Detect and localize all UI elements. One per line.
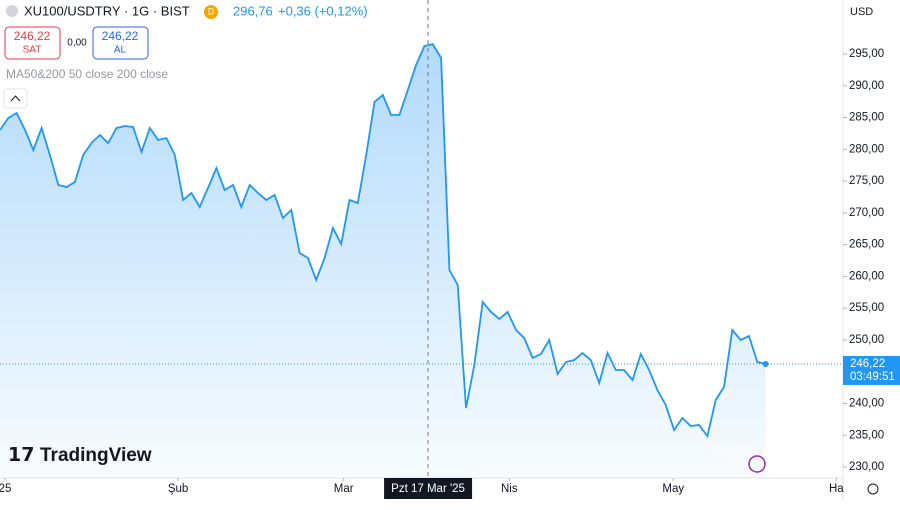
- last-point: [762, 360, 769, 367]
- indicator: MA50&200 50 close 200 close: [6, 67, 168, 81]
- collapse-icon: [10, 95, 21, 102]
- y-tick-label: 250,00: [849, 334, 884, 346]
- y-tick-label: 235,00: [849, 429, 884, 441]
- x-tick-label: May: [662, 483, 684, 495]
- countdown: 03:49:51: [850, 371, 895, 383]
- y-tick-label: 295,00: [849, 48, 884, 60]
- crosshair-label: Pzt 17 Mar '25: [391, 483, 465, 495]
- x-tick-label: Nis: [501, 483, 518, 495]
- settings-icon[interactable]: [867, 483, 879, 495]
- event-icon[interactable]: [748, 455, 766, 473]
- currency: USD: [850, 6, 873, 18]
- last-price-box: [843, 355, 900, 385]
- plot: [0, 0, 843, 478]
- y-tick-label: 260,00: [849, 270, 884, 282]
- y-tick-label: 285,00: [849, 112, 884, 124]
- badge: D: [208, 6, 215, 16]
- symbol-icon: [6, 5, 18, 17]
- area: [0, 44, 766, 478]
- sell-button[interactable]: [4, 26, 61, 60]
- last-price-label: 246,22: [850, 358, 885, 370]
- y-tick-label: 275,00: [849, 175, 884, 187]
- price: 296,76: [233, 3, 273, 18]
- sell-price: 246,22: [14, 29, 51, 43]
- y-tick-label: 230,00: [849, 461, 884, 473]
- y-tick-label: 270,00: [849, 207, 884, 219]
- x-tick-label: Mar: [334, 483, 354, 495]
- y-tick-label: 265,00: [849, 239, 884, 251]
- x-tick-label: Şub: [168, 483, 188, 495]
- brand: TradingView: [40, 445, 152, 466]
- y-tick-label: 280,00: [849, 143, 884, 155]
- buy-button[interactable]: [92, 26, 149, 60]
- sell-label: SAT: [23, 45, 42, 56]
- symbol: XU100/USDTRY · 1G · BIST: [24, 3, 190, 18]
- spread: 0,00: [67, 38, 87, 49]
- brand-mark: 𝟭𝟳: [8, 445, 34, 466]
- y-tick-label: 290,00: [849, 80, 884, 92]
- y-tick-label: 240,00: [849, 398, 884, 410]
- y-tick-label: 255,00: [849, 302, 884, 314]
- x-tick-label: Ha: [829, 483, 844, 495]
- collapse-button[interactable]: [3, 88, 28, 109]
- badge-bg: [204, 5, 218, 19]
- change: +0,36 (+0,12%): [278, 3, 368, 18]
- x-tick-label: 25: [0, 483, 11, 495]
- crosshair-box: [384, 478, 473, 499]
- buy-price: 246,22: [102, 29, 139, 43]
- buy-label: AL: [114, 45, 127, 56]
- line: [0, 42, 766, 439]
